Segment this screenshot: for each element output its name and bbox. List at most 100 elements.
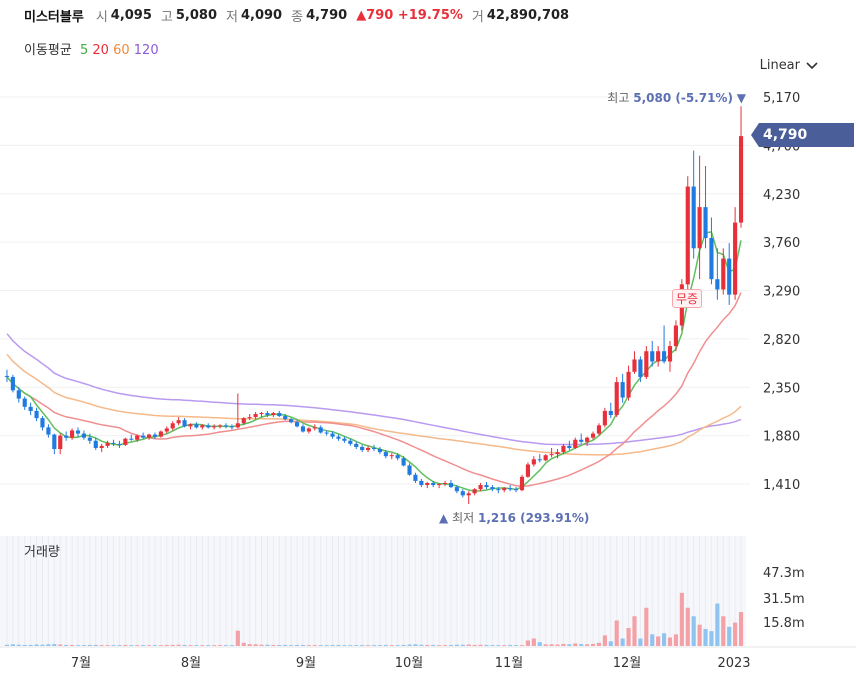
volume-bar (34, 644, 39, 646)
scale-label: Linear (759, 58, 800, 73)
candle-body (626, 371, 631, 398)
candle-body (620, 382, 625, 398)
volume-bar (484, 644, 489, 646)
volume-bar (259, 644, 264, 646)
volume-bar (590, 643, 596, 646)
candle-body (58, 435, 63, 450)
volume-bar (40, 644, 45, 646)
ma120-line (6, 333, 742, 446)
volume-bar (360, 645, 365, 646)
volume-bar (300, 644, 306, 646)
candle-body (135, 435, 140, 440)
volume-bar (235, 630, 240, 646)
candle-body (502, 488, 507, 491)
bonus-issue-badge[interactable]: 무증 (672, 289, 703, 308)
candle-body (247, 417, 252, 419)
ma120-label: 120 (133, 43, 159, 58)
candle-body (312, 427, 317, 429)
volume-bar (93, 644, 98, 646)
candle-body (395, 455, 400, 459)
ma60-line (6, 353, 742, 456)
volume-bar (437, 645, 442, 646)
volume-bar (472, 644, 477, 646)
volume-bar (99, 645, 104, 646)
candle-body (573, 439, 578, 448)
candle-body (709, 238, 714, 280)
candle-body (129, 438, 134, 440)
volume-bar (371, 645, 377, 646)
volume-bar (454, 644, 459, 646)
volume-bar (271, 644, 276, 646)
volume-bar (336, 644, 341, 646)
candle-body (218, 425, 223, 427)
volume-bar (425, 644, 430, 646)
volume-bar (64, 644, 69, 646)
candle-body (561, 445, 566, 453)
candle-body (466, 493, 471, 496)
volume-bar (111, 645, 116, 646)
volume-bar (656, 636, 661, 646)
candle-body (200, 425, 205, 428)
volume-bar (738, 612, 744, 646)
volume-axis-label: 47.3m (763, 566, 805, 581)
candle-body (336, 436, 341, 439)
candle-body (401, 458, 406, 466)
high-value: 5,080 (175, 7, 217, 23)
candle-body (490, 487, 495, 490)
volume-bar (401, 644, 406, 646)
candle-body (117, 443, 122, 445)
x-axis-label: 2023 (717, 656, 750, 671)
volume-bar (152, 645, 158, 646)
candle-body (579, 439, 584, 442)
candle-body (644, 351, 649, 377)
candle-body (289, 419, 294, 423)
volume-bar (206, 645, 211, 646)
candle-body (419, 480, 424, 486)
price-axis-label: 1,880 (763, 430, 800, 445)
volume-bar (4, 644, 10, 646)
candle-body (16, 390, 21, 399)
volume-bar (75, 645, 81, 646)
candle-body (685, 186, 690, 285)
volume-bar (679, 592, 684, 646)
candle-body (602, 410, 607, 426)
candle-body (40, 418, 45, 428)
volume-value: 42,890,708 (486, 7, 570, 23)
candle-body (697, 207, 702, 249)
high-label: 고 (160, 9, 173, 25)
volume-bar (573, 643, 578, 646)
low-annotation-label: 최저 (452, 511, 475, 525)
volume-axis-label: 31.5m (763, 592, 805, 607)
price-axis-label: 2,820 (763, 333, 800, 348)
candle-body (472, 489, 477, 494)
candle-body (188, 424, 193, 427)
volume-bar (342, 645, 347, 646)
candle-body (52, 434, 57, 450)
candle-body (460, 491, 465, 496)
scale-selector[interactable]: Linear (760, 58, 818, 73)
volume-bar (502, 645, 507, 646)
candle-body (223, 425, 229, 427)
volume-bar (442, 645, 448, 646)
volume-bar (561, 643, 566, 646)
candle-body (525, 464, 530, 477)
candle-body (448, 482, 454, 488)
volume-bar (253, 644, 258, 646)
stock-name: 미스터블루 (24, 9, 84, 25)
candle-body (146, 434, 152, 438)
low-annotation-value: 1,216 (293.91%) (477, 511, 590, 525)
low-marker-icon: ▲ (439, 511, 449, 525)
volume-bar (141, 645, 146, 646)
candle-body (413, 474, 418, 481)
low-annotation: ▲ 최저 1,216 (293.91%) (439, 509, 589, 526)
candle-body (170, 423, 175, 429)
candle-body (46, 427, 51, 435)
candle-body (632, 359, 637, 372)
volume-bar (715, 603, 720, 646)
volume-bar (129, 645, 134, 646)
moving-average-legend[interactable]: 이동평균 5 20 60 120 (24, 39, 159, 58)
candle-body (300, 426, 306, 432)
volume-bar (519, 645, 525, 646)
volume-bar (330, 644, 335, 646)
